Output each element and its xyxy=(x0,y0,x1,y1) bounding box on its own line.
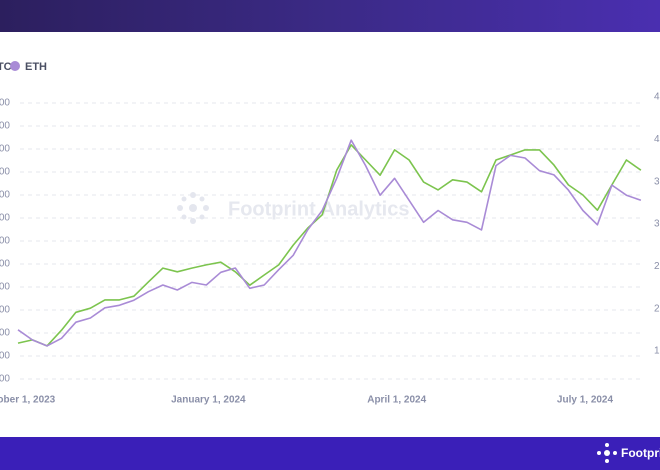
y2-tick-label: 2,500 xyxy=(654,261,660,272)
series-line xyxy=(17,144,642,347)
x-tick-label: April 1, 2024 xyxy=(367,395,426,406)
y-tick-label: 70,000 xyxy=(0,144,10,155)
y2-tick-label: 1,500 xyxy=(654,346,660,357)
watermark-logo xyxy=(177,192,209,224)
y2-tick-label: 3,000 xyxy=(654,219,660,230)
footer-bar xyxy=(0,437,660,470)
y-tick-label: 50,000 xyxy=(0,236,10,247)
series-line xyxy=(17,139,642,347)
y-tick-label: 75,000 xyxy=(0,121,10,132)
x-tick-label: July 1, 2024 xyxy=(557,395,614,406)
y-tick-label: 20,000 xyxy=(0,374,10,385)
brand: Footprint xyxy=(621,446,660,460)
y2-tick-label: 2,000 xyxy=(654,303,660,314)
legend-label: ETH xyxy=(25,61,47,73)
y-tick-label: 80,000 xyxy=(0,98,10,109)
watermark: Footprint Analytics xyxy=(228,198,409,220)
legend-label: BTC xyxy=(0,61,12,73)
y-tick-label: 45,000 xyxy=(0,259,10,270)
x-tick-label: October 1, 2023 xyxy=(0,395,56,406)
header-banner xyxy=(0,0,660,32)
y-tick-label: 25,000 xyxy=(0,351,10,362)
y-tick-label: 35,000 xyxy=(0,305,10,316)
brand-logo xyxy=(597,443,617,463)
y2-tick-label: 3,500 xyxy=(654,176,660,187)
legend-marker xyxy=(10,61,20,71)
y2-tick-label: 4,000 xyxy=(654,134,660,145)
y-tick-label: 30,000 xyxy=(0,328,10,339)
y-tick-label: 55,000 xyxy=(0,213,10,224)
y-tick-label: 65,000 xyxy=(0,167,10,178)
y-tick-label: 40,000 xyxy=(0,282,10,293)
x-tick-label: January 1, 2024 xyxy=(171,395,246,406)
y-tick-label: 60,000 xyxy=(0,190,10,201)
y2-tick-label: 4,500 xyxy=(654,92,660,103)
